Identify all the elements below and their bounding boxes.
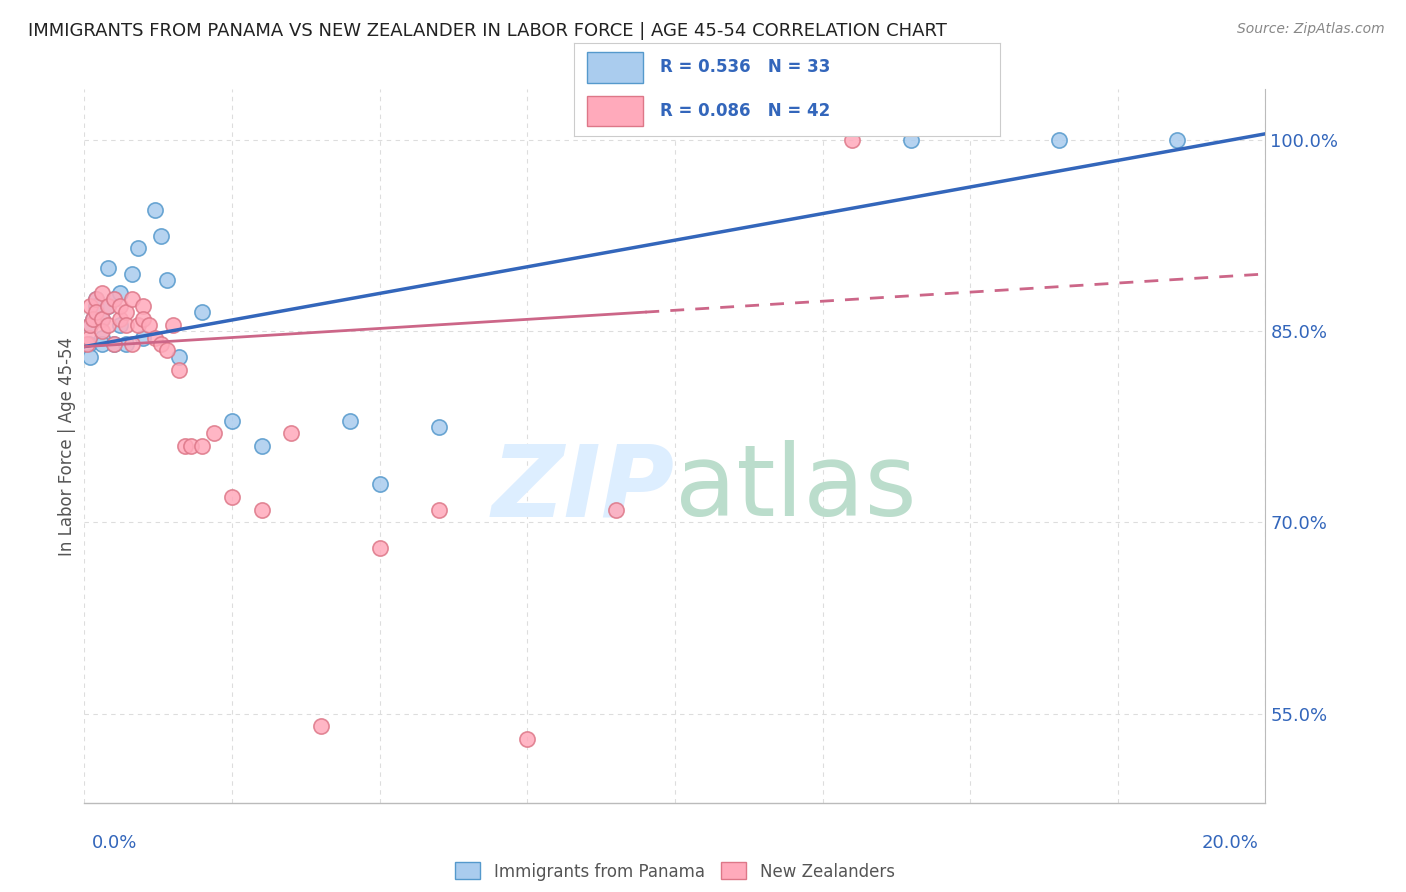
Point (91, 311, 114, 326)
Point (368, 541, 391, 555)
Point (82, 311, 104, 326)
Point (114, 318, 136, 332)
Point (76, 337, 98, 351)
Point (339, 413, 361, 427)
Text: Source: ZipAtlas.com: Source: ZipAtlas.com (1237, 22, 1385, 37)
Point (156, 343, 179, 358)
Point (84, 299, 107, 313)
Point (79, 350, 101, 364)
Point (167, 350, 190, 364)
Point (79, 318, 101, 332)
Point (103, 293, 125, 307)
Point (202, 426, 225, 441)
Point (97, 260, 120, 275)
Point (127, 318, 149, 332)
Text: 0.0%: 0.0% (91, 834, 136, 852)
Point (1166, 133, 1188, 147)
Point (368, 477, 391, 491)
Point (84, 293, 107, 307)
Point (167, 362, 190, 376)
Point (221, 490, 243, 504)
Point (79, 318, 101, 332)
Legend: Immigrants from Panama, New Zealanders: Immigrants from Panama, New Zealanders (449, 855, 901, 888)
Text: ZIP: ZIP (492, 441, 675, 537)
Text: atlas: atlas (675, 441, 917, 537)
Point (180, 439, 202, 453)
Y-axis label: In Labor Force | Age 45-54: In Labor Force | Age 45-54 (58, 336, 76, 556)
Point (91, 311, 114, 326)
Point (82, 311, 104, 326)
Point (191, 305, 214, 319)
Point (150, 228, 173, 243)
Point (121, 337, 143, 351)
Point (103, 293, 125, 307)
Point (97, 318, 120, 332)
Point (191, 439, 214, 453)
Point (97, 299, 120, 313)
Point (103, 337, 125, 351)
Point (156, 273, 179, 287)
Point (91, 337, 114, 351)
Point (127, 242, 149, 256)
Point (138, 318, 160, 332)
Point (114, 337, 136, 351)
Point (97, 299, 120, 313)
Point (103, 337, 125, 351)
Point (221, 413, 243, 427)
Point (114, 305, 136, 319)
Point (900, 133, 922, 147)
Point (91, 324, 114, 338)
Point (108, 286, 131, 301)
Point (150, 337, 173, 351)
Point (77, 337, 100, 351)
Text: 20.0%: 20.0% (1202, 834, 1258, 852)
Point (309, 719, 332, 733)
Point (250, 439, 273, 453)
Point (121, 293, 143, 307)
Point (143, 203, 166, 218)
Point (132, 311, 155, 326)
Point (427, 420, 450, 434)
Point (84, 305, 107, 319)
Point (84, 293, 107, 307)
Point (841, 133, 863, 147)
Point (132, 331, 155, 345)
Point (173, 439, 195, 453)
Point (108, 318, 131, 332)
Point (143, 331, 166, 345)
Point (79, 299, 101, 313)
Point (91, 286, 114, 301)
Point (1047, 133, 1070, 147)
Point (162, 318, 184, 332)
Text: IMMIGRANTS FROM PANAMA VS NEW ZEALANDER IN LABOR FORCE | AGE 45-54 CORRELATION C: IMMIGRANTS FROM PANAMA VS NEW ZEALANDER … (28, 22, 948, 40)
Point (121, 267, 143, 281)
Point (427, 502, 450, 516)
Point (516, 732, 538, 747)
Point (605, 502, 627, 516)
Point (132, 299, 155, 313)
Point (108, 299, 131, 313)
Point (250, 502, 273, 516)
Point (77, 331, 100, 345)
Point (108, 311, 131, 326)
Point (91, 331, 114, 345)
Point (280, 426, 302, 441)
